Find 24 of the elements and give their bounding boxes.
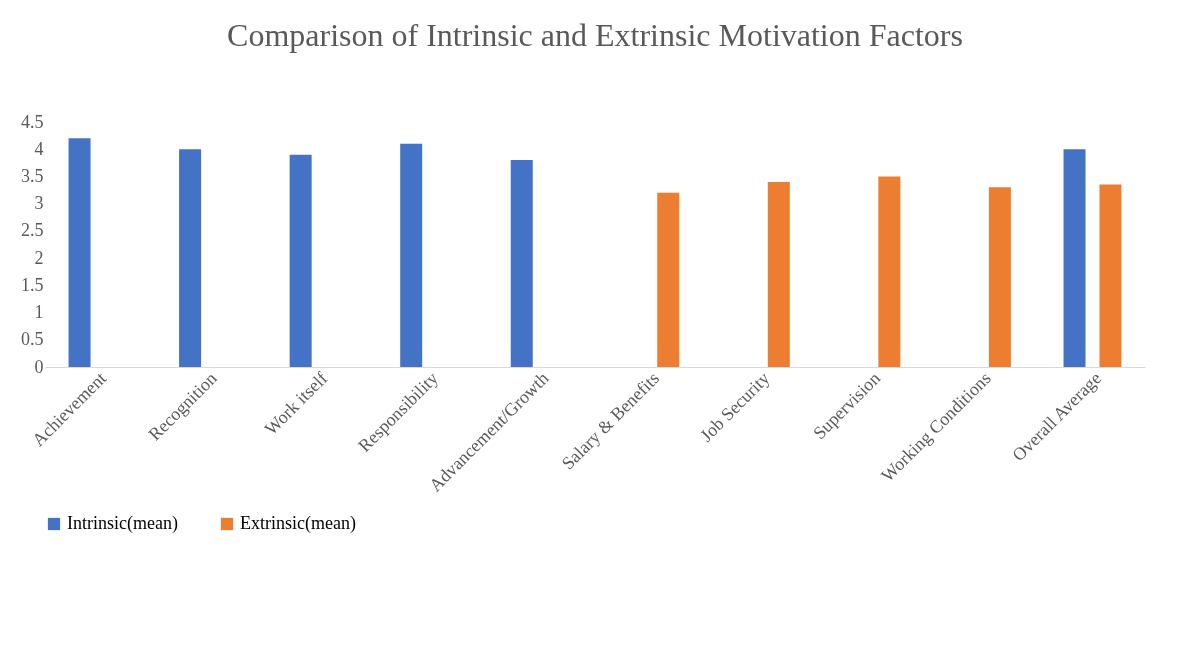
bar <box>988 187 1011 367</box>
bar <box>1063 149 1086 367</box>
y-tick-label: 1.5 <box>21 274 44 295</box>
bar <box>400 143 423 367</box>
y-tick-label: 4 <box>34 138 44 159</box>
y-tick-label: 3.5 <box>21 165 44 186</box>
bar <box>657 192 680 367</box>
bar <box>68 138 91 367</box>
bar <box>767 181 790 367</box>
bar <box>179 149 202 367</box>
y-tick-label: 1 <box>34 302 44 323</box>
y-tick-label: 0.5 <box>21 329 44 350</box>
y-tick-label: 4.5 <box>21 111 44 132</box>
y-tick-label: 3 <box>34 193 44 214</box>
y-tick-label: 2 <box>34 247 44 268</box>
bar <box>510 160 533 367</box>
bar <box>289 154 312 367</box>
y-tick-label: 0 <box>34 356 44 377</box>
y-tick-label: 2.5 <box>21 220 44 241</box>
legend-label: Intrinsic(mean) <box>67 513 178 534</box>
chart-title: Comparison of Intrinsic and Extrinsic Motivation Factors <box>227 17 963 53</box>
bar <box>1099 184 1122 367</box>
bar <box>878 176 901 367</box>
legend-label: Extrinsic(mean) <box>240 513 356 534</box>
